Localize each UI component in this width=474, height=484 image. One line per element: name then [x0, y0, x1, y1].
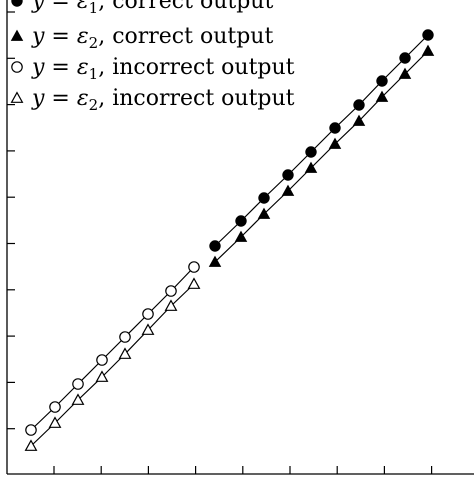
data-point-series-3 [96, 354, 108, 366]
data-point-series-3 [72, 378, 84, 390]
data-point-series-1 [376, 75, 388, 87]
data-point-series-4 [141, 323, 155, 335]
legend-label-text: , correct output [98, 0, 273, 14]
series-marks [24, 29, 435, 451]
data-point-series-3 [188, 261, 200, 273]
axes [6, 0, 474, 475]
data-point-series-2 [352, 114, 366, 126]
legend-label-math: y = ε [31, 0, 89, 14]
legend-label-1: y = ε1, correct output [31, 0, 273, 17]
legend-label-math: y = ε [31, 24, 89, 49]
data-point-series-1 [422, 29, 434, 41]
data-point-series-1 [209, 240, 221, 252]
legend-label-subscript: 1 [89, 65, 99, 83]
series-line-1 [214, 34, 429, 247]
legend-label-text: , incorrect output [98, 86, 294, 111]
legend-label-text: , correct output [98, 24, 273, 49]
data-point-series-1 [235, 215, 247, 227]
data-point-series-3 [49, 401, 61, 413]
data-point-series-4 [48, 416, 62, 428]
legend-label-4: y = ε2, incorrect output [31, 86, 295, 114]
data-point-series-2 [421, 44, 435, 56]
legend-label-subscript: 2 [89, 34, 99, 52]
data-point-series-3 [165, 285, 177, 297]
data-point-series-4 [187, 277, 201, 289]
legend-label-3: y = ε1, incorrect output [31, 55, 295, 83]
legend-marker-4 [10, 91, 24, 103]
data-point-series-3 [142, 308, 154, 320]
data-point-series-1 [258, 192, 270, 204]
data-point-series-1 [329, 122, 341, 134]
data-point-series-2 [257, 207, 271, 219]
data-point-series-2 [208, 255, 222, 267]
data-point-series-2 [328, 137, 342, 149]
data-point-series-4 [164, 299, 178, 311]
data-point-series-2 [398, 67, 412, 79]
legend-marker-3 [11, 61, 23, 73]
legend-marker-1 [11, 0, 23, 7]
legend-marker-2 [10, 29, 24, 41]
data-point-series-3 [119, 331, 131, 343]
data-point-series-2 [304, 161, 318, 173]
data-point-series-2 [375, 90, 389, 102]
data-point-series-4 [24, 439, 38, 451]
data-point-series-2 [234, 230, 248, 242]
legend-label-math: y = ε [31, 55, 89, 80]
legend-label-math: y = ε [31, 86, 89, 111]
data-point-series-4 [71, 393, 85, 405]
data-point-series-1 [399, 52, 411, 64]
data-point-series-1 [353, 99, 365, 111]
legend-label-subscript: 2 [89, 96, 99, 114]
data-point-series-4 [118, 347, 132, 359]
data-point-series-4 [95, 370, 109, 382]
data-point-series-2 [281, 184, 295, 196]
legend-label-subscript: 1 [89, 0, 99, 17]
legend-label-2: y = ε2, correct output [31, 24, 273, 52]
data-point-series-3 [25, 424, 37, 436]
series-line-2 [214, 50, 429, 263]
legend-label-text: , incorrect output [98, 55, 294, 80]
data-point-series-1 [282, 169, 294, 181]
data-point-series-1 [305, 146, 317, 158]
